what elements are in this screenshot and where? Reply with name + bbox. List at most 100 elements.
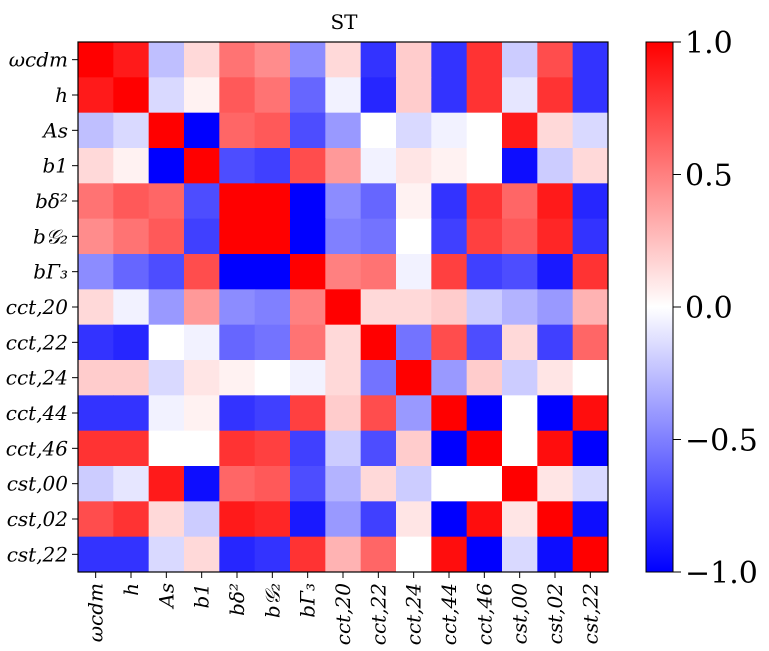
heatmap-cell	[254, 466, 291, 502]
heatmap-cell	[254, 395, 291, 432]
heatmap-cell	[219, 466, 256, 502]
heatmap-cell	[431, 254, 468, 290]
y-tick-label: h	[55, 83, 68, 107]
heatmap-cell	[502, 501, 538, 538]
heatmap-cell	[360, 183, 397, 220]
heatmap-cell	[537, 148, 574, 184]
heatmap-cell	[466, 42, 503, 78]
x-tick-label: bδ²	[225, 583, 249, 616]
heatmap-cell	[360, 289, 397, 326]
heatmap-cell	[219, 112, 256, 149]
heatmap-cell	[184, 148, 220, 184]
heatmap-cell	[219, 289, 256, 326]
y-tick-label: cct,20	[6, 295, 69, 319]
heatmap-cell	[360, 466, 397, 502]
heatmap-cell	[78, 395, 114, 432]
heatmap-cell	[396, 77, 432, 114]
heatmap-cell	[148, 430, 185, 467]
heatmap-cell	[396, 112, 432, 149]
heatmap-cell	[502, 324, 538, 361]
y-tick-label: cct,44	[6, 401, 68, 425]
heatmap-cell	[148, 42, 185, 78]
colorbar-tick-label: 1.0	[685, 26, 733, 61]
heatmap-cell	[502, 112, 538, 149]
heatmap-cell	[431, 430, 468, 467]
heatmap-cell	[396, 42, 432, 78]
heatmap-cell	[360, 324, 397, 361]
heatmap-cell	[325, 395, 362, 432]
heatmap-cell	[537, 360, 574, 396]
heatmap-cell	[537, 289, 574, 326]
heatmap-cell	[78, 289, 114, 326]
heatmap-cell	[325, 254, 362, 290]
heatmap-cell	[396, 536, 432, 573]
heatmap-cell	[184, 254, 220, 290]
heatmap-cell	[254, 360, 291, 396]
heatmap-cell	[254, 324, 291, 361]
heatmap-cells	[78, 42, 609, 573]
heatmap-cell	[148, 254, 185, 290]
heatmap-cell	[360, 148, 397, 184]
heatmap-cell	[219, 42, 256, 78]
heatmap-cell	[254, 501, 291, 538]
x-tick-label: cst,22	[578, 583, 602, 644]
x-tick-label: cct,24	[402, 583, 426, 645]
heatmap-cell	[431, 324, 468, 361]
heatmap-cell	[78, 466, 114, 502]
heatmap-cell	[113, 148, 150, 184]
heatmap-cell	[396, 395, 432, 432]
heatmap-cell	[78, 148, 114, 184]
heatmap-cell	[184, 360, 220, 396]
x-tick-label: cst,00	[508, 583, 532, 645]
heatmap-cell	[78, 183, 114, 220]
x-tick-label: cct,20	[331, 583, 355, 646]
heatmap-cell	[148, 501, 185, 538]
heatmap-cell	[113, 42, 150, 78]
colorbar-ticks: 1.0 0.5 0.0 −0.5 −1.0	[673, 26, 758, 591]
heatmap-cell	[572, 77, 609, 114]
heatmap-cell	[360, 430, 397, 467]
colorbar-tick-label: 0.5	[685, 159, 733, 194]
colorbar	[645, 41, 674, 573]
heatmap-cell	[537, 112, 574, 149]
heatmap-cell	[537, 254, 574, 290]
heatmap-cell	[396, 501, 432, 538]
heatmap-cell	[113, 77, 150, 114]
colorbar-tick-label: 0.0	[685, 291, 733, 326]
heatmap-cell	[537, 501, 574, 538]
heatmap-cell	[184, 289, 220, 326]
heatmap-cell	[184, 395, 220, 432]
heatmap-cell	[396, 148, 432, 184]
heatmap-cell	[572, 183, 609, 220]
heatmap-cell	[219, 536, 256, 573]
heatmap-cell	[219, 501, 256, 538]
heatmap-cell	[537, 466, 574, 502]
heatmap-cell	[537, 324, 574, 361]
heatmap-cell	[466, 395, 503, 432]
x-tick-label: cct,44	[437, 583, 461, 645]
heatmap-cell	[184, 324, 220, 361]
y-axis-ticks: ωcdm h As b1 bδ² b𝒢₂ bΓ₃ cct,20 cct,22 cct,24 cct,…	[6, 48, 78, 566]
heatmap-cell	[502, 254, 538, 290]
heatmap-cell	[431, 183, 468, 220]
heatmap-cell	[113, 536, 150, 573]
heatmap-cell	[431, 42, 468, 78]
heatmap-cell	[396, 466, 432, 502]
heatmap-cell	[290, 218, 326, 255]
heatmap-cell	[254, 77, 291, 114]
heatmap-cell	[290, 395, 326, 432]
heatmap-cell	[254, 112, 291, 149]
heatmap-cell	[325, 536, 362, 573]
heatmap-cell	[325, 218, 362, 255]
x-tick-label: bΓ₃	[296, 583, 320, 618]
y-tick-label: bΓ₃	[33, 260, 68, 284]
heatmap-cell	[254, 148, 291, 184]
y-tick-label: cct,24	[6, 366, 68, 390]
heatmap-cell	[78, 112, 114, 149]
heatmap-cell	[290, 42, 326, 78]
colorbar-tick-label: −1.0	[685, 556, 758, 591]
heatmap-cell	[290, 77, 326, 114]
heatmap-cell	[184, 77, 220, 114]
heatmap-cell	[290, 324, 326, 361]
